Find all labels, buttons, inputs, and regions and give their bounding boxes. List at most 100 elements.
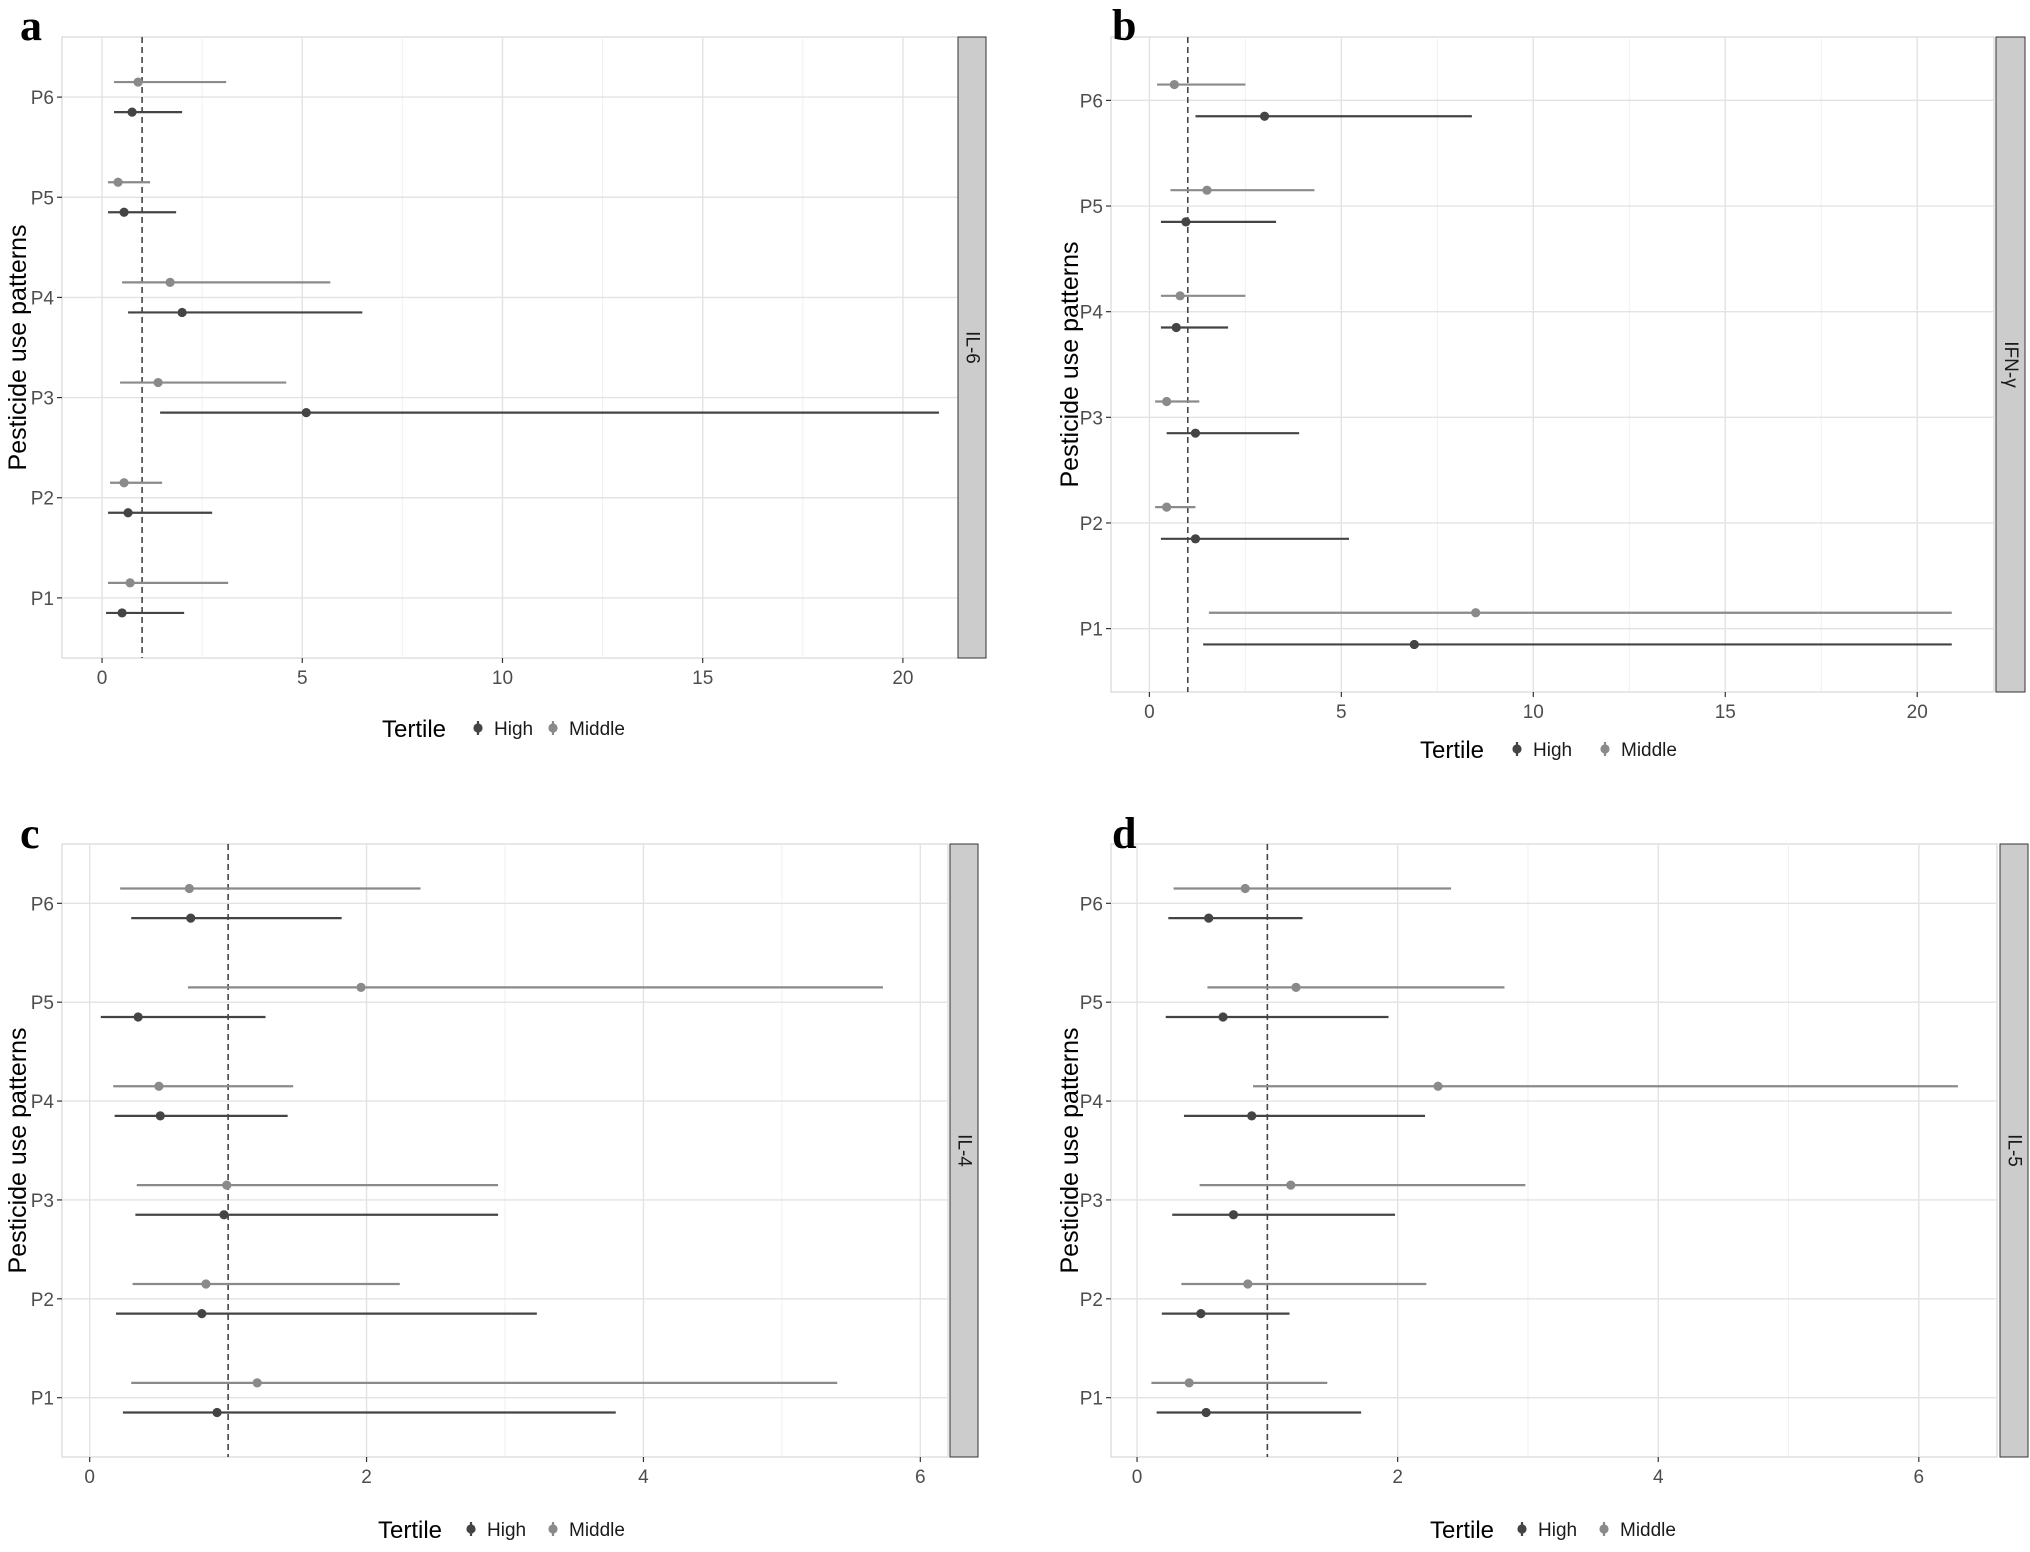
x-tick-label: 4	[1653, 1467, 1664, 1488]
y-tick-label: P6	[31, 88, 54, 109]
legend: Tertile High Middle	[1430, 1517, 1676, 1544]
point-middle-p1	[125, 578, 135, 588]
y-tick-label: P3	[1080, 1191, 1103, 1212]
point-high-p5	[119, 207, 129, 217]
y-tick-label: P4	[31, 1092, 55, 1113]
y-tick-label: P2	[31, 489, 54, 510]
legend-title: Tertile	[378, 1517, 442, 1544]
facet-strip	[949, 843, 979, 1458]
y-tick-label: P1	[31, 1389, 54, 1410]
y-tick-label: P3	[1080, 408, 1103, 429]
y-axis-title: Pesticide use patterns	[1056, 242, 1084, 488]
legend-item-label: Middle	[1620, 1520, 1676, 1541]
plot-area	[1110, 843, 1998, 1458]
y-tick-label: P1	[1080, 1389, 1103, 1410]
panel-b: P6 P5 P4 P3 P2 P1 0 5 10 15 20 IFN-γ Pesticide use p…	[1056, 1, 2026, 764]
point-high-p5	[133, 1012, 143, 1022]
point-high-p3	[219, 1210, 229, 1220]
legend-key-point	[1600, 744, 1610, 754]
point-middle-p6	[184, 883, 194, 894]
legend: Tertile High Middle	[382, 716, 625, 743]
point-high-p5	[1218, 1012, 1228, 1022]
x-tick-label: 0	[97, 668, 108, 689]
point-middle-p2	[1162, 502, 1172, 512]
legend-item-label: High	[494, 719, 533, 740]
y-axis-title: Pesticide use patterns	[1056, 1028, 1084, 1274]
facet-strip	[957, 36, 987, 659]
legend-item-label: Middle	[569, 1520, 625, 1541]
y-tick-label: P5	[31, 188, 54, 209]
legend: Tertile High Middle	[378, 1517, 625, 1544]
x-tick-label: 20	[892, 668, 913, 689]
point-middle-p4	[154, 1081, 164, 1091]
plot-area	[1110, 36, 1995, 693]
legend-key-point	[548, 1524, 558, 1534]
x-tick-label: 0	[84, 1467, 95, 1488]
x-tick-label: 6	[1914, 1467, 1925, 1488]
x-tick-label: 5	[1336, 702, 1347, 723]
legend-item-label: Middle	[569, 719, 625, 740]
panel-letter: b	[1112, 1, 1136, 50]
point-high-p4	[177, 307, 187, 318]
point-high-p2	[1190, 534, 1201, 544]
point-middle-p3	[1162, 396, 1172, 407]
point-middle-p3	[1286, 1180, 1296, 1190]
facet-strip	[1999, 843, 2029, 1458]
point-middle-p2	[1243, 1279, 1253, 1289]
panel-d: P6 P5 P4 P3 P2 P1 0 2 4 6 IL-5 Pesticide use patter…	[1056, 809, 2029, 1544]
point-high-p5	[1181, 217, 1191, 227]
y-tick-label: P2	[1080, 514, 1103, 535]
y-tick-label: P4	[1080, 303, 1104, 324]
legend-title: Tertile	[1430, 1517, 1494, 1544]
point-middle-p6	[1169, 79, 1179, 90]
point-middle-p6	[1240, 883, 1250, 894]
x-tick-label: 15	[692, 668, 713, 689]
x-tick-label: 10	[492, 668, 513, 689]
point-middle-p3	[222, 1180, 232, 1190]
y-tick-label: P5	[31, 993, 54, 1014]
point-middle-p1	[252, 1378, 262, 1388]
y-tick-label: P2	[1080, 1290, 1103, 1311]
y-tick-label: P1	[1080, 620, 1103, 641]
point-high-p6	[1204, 913, 1214, 923]
legend-key-point	[1599, 1524, 1609, 1534]
legend-title: Tertile	[1420, 737, 1484, 764]
point-high-p4	[1247, 1111, 1257, 1121]
y-tick-label: P3	[31, 1191, 54, 1212]
point-high-p2	[1196, 1309, 1206, 1319]
point-high-p1	[1409, 639, 1419, 650]
point-high-p3	[301, 408, 311, 418]
point-middle-p6	[133, 77, 143, 87]
x-tick-label: 0	[1144, 702, 1155, 723]
y-axis-title: Pesticide use patterns	[4, 225, 32, 471]
x-tick-label: 15	[1715, 702, 1736, 723]
point-middle-p4	[165, 277, 175, 287]
facet-strip	[1995, 36, 2026, 693]
point-high-p6	[127, 107, 137, 117]
y-tick-label: P3	[31, 389, 54, 410]
y-tick-label: P6	[1080, 894, 1103, 915]
point-high-p4	[155, 1111, 165, 1121]
point-middle-p1	[1184, 1378, 1194, 1388]
legend-title: Tertile	[382, 716, 446, 743]
point-middle-p4	[1433, 1081, 1443, 1091]
panel-c: P6 P5 P4 P3 P2 P1 0 2 4 6 IL-4 Pesticide use patter…	[4, 809, 979, 1544]
legend-key-point	[473, 723, 483, 733]
point-high-p4	[1171, 322, 1181, 333]
point-middle-p2	[119, 478, 129, 488]
point-high-p6	[186, 913, 196, 923]
point-high-p1	[212, 1407, 222, 1418]
point-middle-p5	[356, 982, 366, 992]
point-middle-p3	[153, 377, 163, 388]
panel-letter: c	[20, 809, 40, 858]
point-middle-p5	[113, 177, 123, 187]
legend-key-point	[548, 723, 558, 733]
legend-item-label: Middle	[1621, 740, 1677, 761]
y-tick-label: P5	[1080, 197, 1103, 218]
y-tick-label: P2	[31, 1290, 54, 1311]
y-tick-label: P4	[31, 288, 55, 309]
facet-strip-label: IFN-γ	[2000, 341, 2021, 388]
legend-item-label: High	[487, 1520, 526, 1541]
y-tick-label: P1	[31, 589, 54, 610]
legend-key-point	[1512, 744, 1522, 754]
